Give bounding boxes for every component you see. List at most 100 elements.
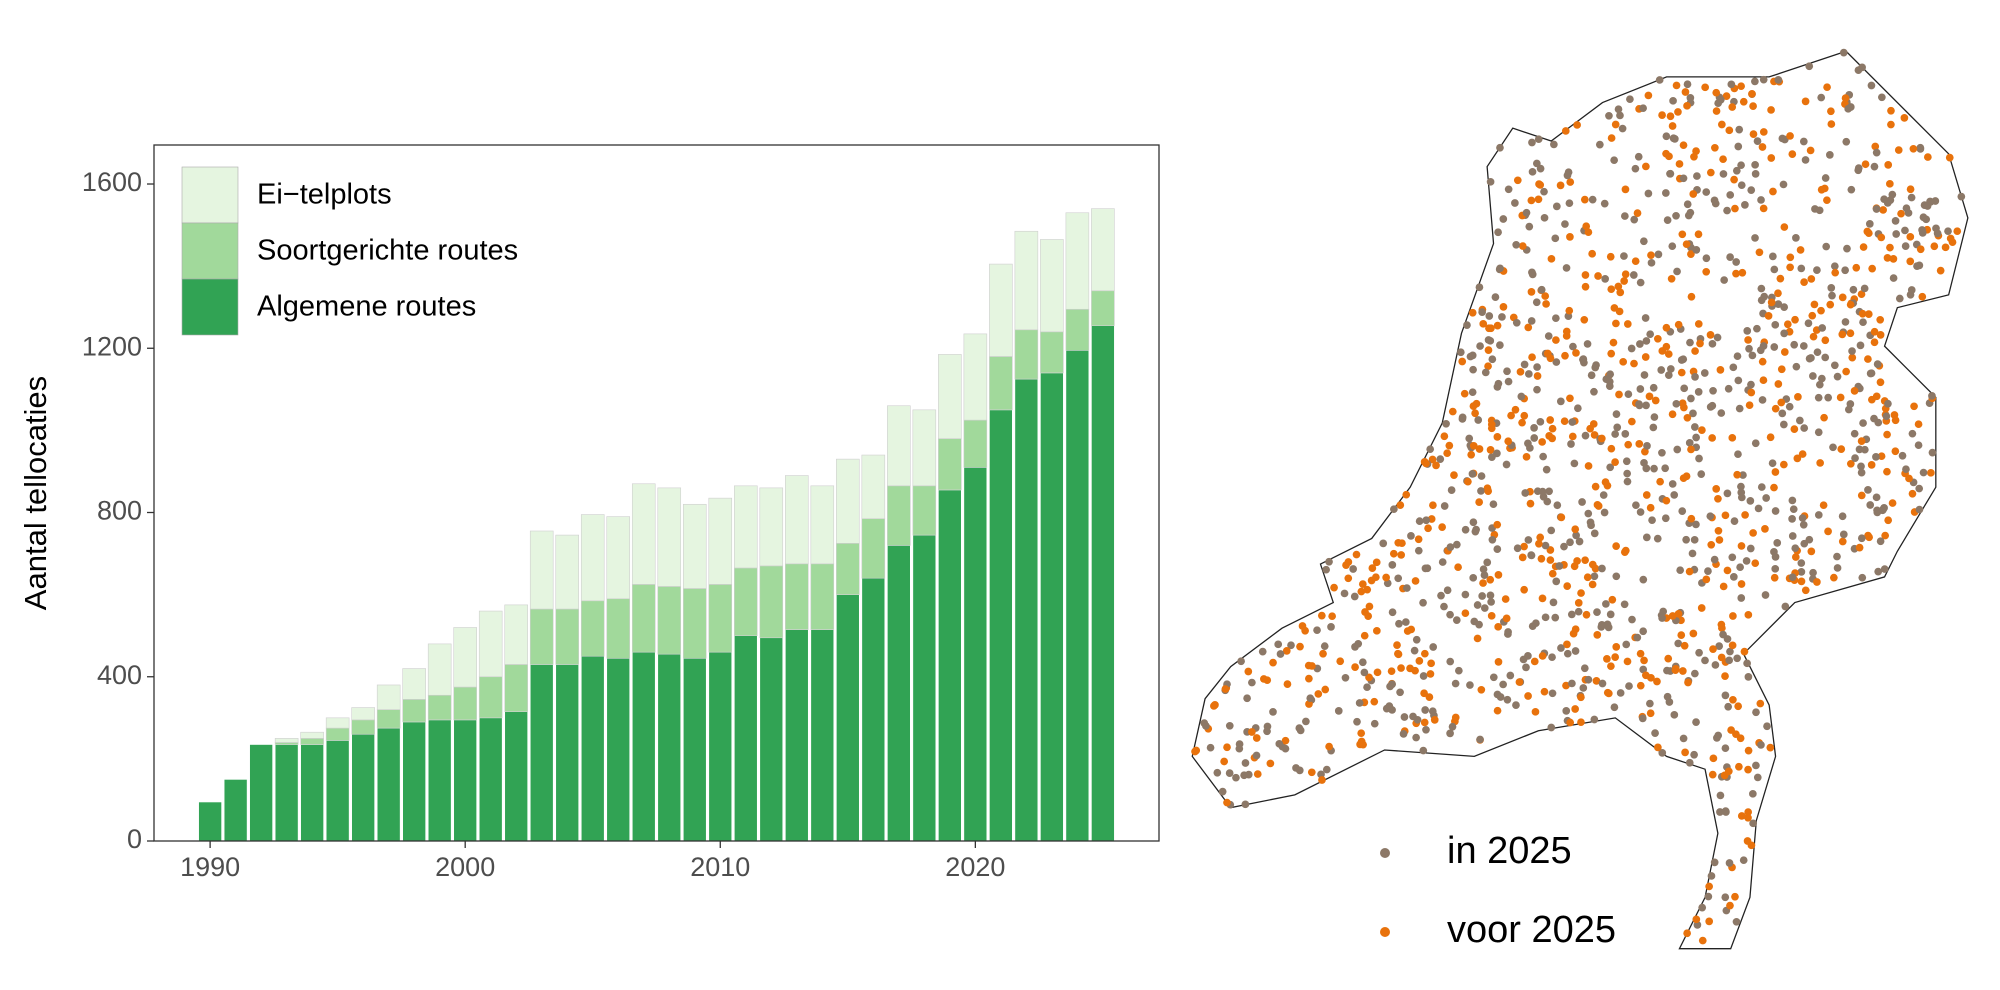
location-dot — [1581, 556, 1589, 565]
location-dot — [1930, 242, 1939, 251]
location-dot — [1281, 744, 1290, 753]
location-dot — [1887, 106, 1895, 115]
location-dot — [1717, 409, 1726, 417]
location-dot — [1592, 361, 1600, 369]
location-dot — [1653, 534, 1662, 543]
location-dot — [1732, 258, 1741, 266]
location-dot — [1737, 542, 1746, 550]
legend-label: Soortgerichte routes — [257, 235, 518, 267]
location-dot — [1477, 472, 1486, 480]
location-dot — [1846, 300, 1855, 309]
location-dot — [1452, 616, 1461, 624]
location-dot — [1864, 229, 1873, 238]
location-dot — [1534, 195, 1543, 204]
location-dot — [1640, 458, 1648, 467]
location-dot — [1571, 525, 1580, 534]
location-dot — [1799, 137, 1808, 146]
location-dot — [1706, 168, 1715, 177]
location-dot — [1616, 111, 1624, 120]
location-dot — [1630, 359, 1638, 368]
location-dot — [1913, 262, 1921, 270]
bar-segment — [631, 483, 656, 585]
location-dot — [1442, 419, 1450, 428]
location-dot — [1574, 599, 1583, 607]
location-dot — [1562, 327, 1571, 336]
location-dot — [1836, 393, 1845, 402]
location-dot — [1733, 352, 1742, 361]
location-dot — [1583, 340, 1592, 348]
map-legend-label: voor 2025 — [1447, 909, 1616, 951]
location-dot — [1732, 269, 1740, 278]
location-dot — [1742, 557, 1751, 565]
location-dot — [1357, 729, 1366, 738]
location-dot — [1253, 770, 1262, 778]
location-dot — [1507, 411, 1515, 420]
location-dot — [1872, 493, 1881, 502]
location-dot — [1876, 315, 1885, 324]
location-dot — [1757, 196, 1765, 204]
location-dot — [1768, 459, 1777, 468]
location-dot — [1705, 882, 1713, 891]
location-dot — [1639, 665, 1648, 674]
location-dot — [1944, 227, 1952, 236]
location-dot — [1493, 690, 1502, 699]
location-dot — [1873, 360, 1882, 368]
location-dot — [1358, 580, 1367, 588]
location-dot — [1857, 437, 1866, 445]
location-dot — [1672, 399, 1681, 408]
location-dot — [1476, 735, 1484, 744]
location-dot — [1891, 416, 1900, 425]
location-dot — [1694, 388, 1703, 396]
location-dot — [1470, 617, 1479, 626]
location-dot — [1907, 286, 1916, 294]
location-dot — [1757, 741, 1765, 749]
location-dot — [1393, 641, 1401, 649]
location-dot — [1689, 409, 1697, 418]
location-dot — [1633, 209, 1642, 217]
location-dot — [1734, 142, 1743, 151]
location-dot — [1486, 177, 1495, 186]
location-dot — [1618, 124, 1627, 133]
location-dot — [1839, 530, 1848, 539]
location-dot — [1830, 573, 1838, 582]
location-dot — [1274, 640, 1283, 649]
location-dot — [1809, 568, 1817, 577]
location-dot — [1477, 685, 1486, 694]
location-dot — [1780, 329, 1789, 338]
bar-segment — [759, 487, 784, 567]
location-dot — [1598, 679, 1607, 688]
location-dot — [1527, 317, 1536, 325]
location-dot — [1295, 766, 1304, 775]
location-dot — [1563, 649, 1572, 658]
location-dot — [1606, 610, 1615, 619]
location-dot — [1692, 246, 1701, 254]
location-dot — [1932, 224, 1940, 233]
location-dot — [1588, 249, 1597, 258]
location-dot — [1666, 169, 1675, 178]
location-dot — [1386, 682, 1394, 691]
location-dot — [1636, 681, 1645, 690]
location-dot — [1846, 329, 1855, 338]
location-dot — [1763, 722, 1771, 731]
location-dot — [1387, 667, 1396, 676]
bar-segment — [963, 333, 988, 421]
location-dot — [1821, 174, 1830, 182]
location-dot — [1730, 175, 1738, 184]
bar-segment — [529, 530, 554, 610]
location-dot — [1567, 610, 1576, 619]
location-dot — [1813, 348, 1822, 357]
bar-segment — [453, 719, 477, 842]
location-dot — [1562, 707, 1571, 715]
location-dot — [1725, 126, 1734, 135]
y-tick-label: 1600 — [82, 167, 142, 197]
location-dot — [1610, 156, 1618, 165]
location-dot — [1868, 264, 1877, 273]
location-dot — [1549, 598, 1558, 607]
location-dot — [1719, 582, 1728, 591]
bar-segment — [1040, 372, 1064, 842]
location-dot — [1822, 242, 1831, 251]
location-dot — [1608, 595, 1617, 604]
bar-segment — [708, 497, 733, 585]
location-dot — [1827, 107, 1835, 116]
location-dot — [1774, 76, 1783, 84]
